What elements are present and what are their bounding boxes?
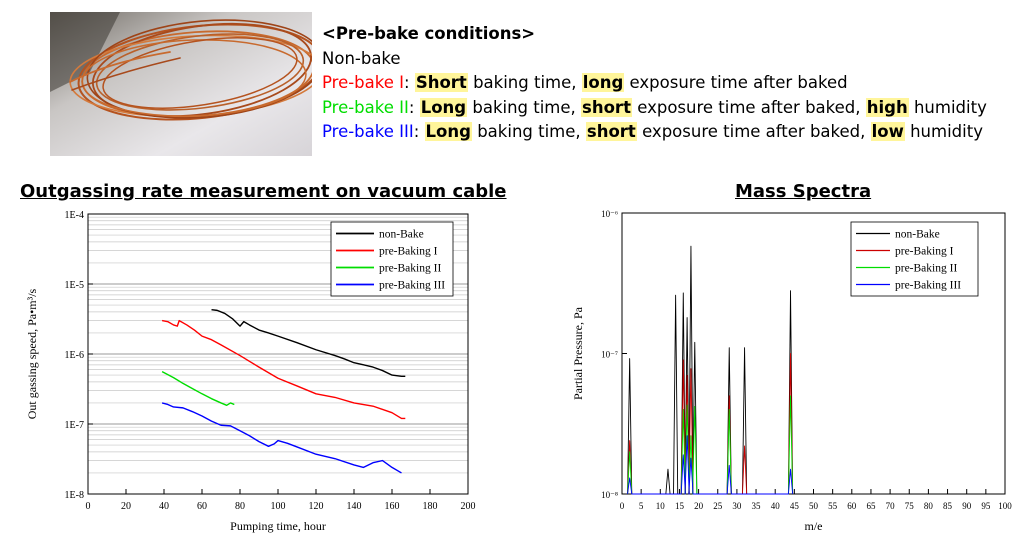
series-line-2 (627, 353, 794, 495)
x-tick-label: 65 (866, 501, 876, 511)
condition-name: Pre-bake I (322, 73, 405, 92)
mass-spectra-chart: 0 5 10 15 20 25 30 35 40 45 50 55 60 65 70 75 80 85 90 95 10… (571, 209, 1012, 533)
x-tick-label: 140 (347, 501, 362, 512)
x-tick-label: 180 (423, 501, 438, 512)
condition-highlight: high (865, 97, 909, 117)
condition-highlight: Long (424, 122, 472, 141)
outgassing-chart: 0 20 40 60 80 100 120 140 160 180 200 1E-8 1E-7 1E-6 1… (25, 210, 476, 533)
condition-text: exposure time after baked, (631, 97, 866, 117)
x-tick-label: 95 (981, 501, 991, 511)
condition-text: baking time, (467, 97, 582, 117)
x-tick-label: 120 (309, 501, 324, 512)
x-tick-label: 10 (656, 501, 666, 511)
prebake-conditions: <Pre-bake conditions> Non-bake Pre-bake … (322, 22, 1027, 145)
condition-highlight: short (581, 97, 632, 117)
x-tick-label: 60 (197, 501, 207, 512)
y-tick-label: 1E-7 (65, 420, 84, 431)
legend-label: non-Bake (895, 229, 940, 241)
series-line-1 (627, 245, 794, 495)
x-tick-label: 20 (121, 501, 131, 512)
condition-text: exposure time after baked, (636, 122, 871, 141)
x-tick-label: 200 (461, 501, 476, 512)
x-tick-label: 100 (998, 501, 1012, 511)
x-tick-label: 75 (905, 501, 915, 511)
outgassing-chart-title: Outgassing rate measurement on vacuum ca… (20, 181, 507, 202)
cable-photo (50, 12, 312, 156)
x-tick-label: 30 (732, 501, 742, 511)
condition-name: Pre-bake III (322, 122, 414, 141)
y-axis-label: Partial Pressure, Pa (571, 306, 585, 400)
series-line-3 (627, 395, 794, 495)
x-tick-label: 80 (235, 501, 245, 512)
condition-highlight: Short (414, 73, 468, 92)
conditions-heading: <Pre-bake conditions> (322, 24, 536, 43)
legend-label: pre-Baking III (895, 280, 961, 292)
condition-prebake-3: Pre-bake III: Long baking time, short ex… (322, 120, 1027, 145)
series-line-4 (161, 402, 402, 474)
condition-text: exposure time after baked (624, 73, 848, 92)
legend-label: pre-Baking I (379, 246, 438, 258)
legend-box (850, 221, 979, 297)
x-tick-label: 160 (385, 501, 400, 512)
condition-non-bake: Non-bake (322, 47, 1027, 72)
x-tick-label: 20 (694, 501, 704, 511)
x-tick-label: 60 (847, 501, 857, 511)
x-tick-label: 90 (962, 501, 972, 511)
x-tick-label: 0 (620, 501, 625, 511)
x-tick-label: 15 (675, 501, 685, 511)
y-tick-label: 10⁻⁸ (601, 490, 618, 500)
condition-text: : (413, 122, 425, 141)
legend-label: pre-Baking II (895, 263, 957, 275)
condition-text: : (408, 97, 420, 117)
x-tick-label: 25 (713, 501, 723, 511)
y-tick-label: 10⁻⁶ (601, 209, 618, 219)
y-tick-label: 1E-8 (65, 490, 84, 501)
x-tick-label: 85 (943, 501, 953, 511)
condition-name: Pre-bake II (322, 97, 409, 117)
x-tick-label: 80 (924, 501, 934, 511)
x-tick-label: 70 (886, 501, 896, 511)
series-line-4 (627, 435, 794, 495)
y-tick-label: 1E-4 (65, 210, 84, 221)
x-axis-label: Pumping time, hour (230, 519, 326, 533)
x-tick-label: 50 (809, 501, 819, 511)
mass-spectra-chart-title: Mass Spectra (735, 181, 872, 202)
x-tick-label: 0 (86, 501, 91, 512)
y-tick-label: 10⁻⁷ (601, 350, 618, 360)
condition-highlight: low (870, 122, 905, 141)
condition-text: : (404, 73, 415, 92)
condition-name: Non-bake (322, 48, 401, 68)
x-tick-label: 35 (752, 501, 762, 511)
condition-prebake-2: Pre-bake II: Long baking time, short exp… (322, 96, 1027, 121)
series-line-2 (161, 319, 406, 420)
y-axis-label: Out gassing speed, Pa•m³/s (25, 288, 39, 419)
series-line-3 (161, 371, 235, 406)
legend-label: pre-Baking II (379, 263, 441, 275)
y-tick-label: 1E-5 (65, 280, 84, 291)
series-line-1 (211, 308, 406, 378)
legend-label: pre-Baking III (379, 280, 445, 292)
condition-text: baking time, (467, 73, 582, 92)
x-axis-label: m/e (805, 519, 823, 533)
y-tick-label: 1E-6 (65, 350, 84, 361)
condition-text: humidity (904, 122, 983, 141)
condition-prebake-1: Pre-bake I: Short baking time, long expo… (322, 71, 1027, 96)
legend-label: non-Bake (379, 229, 424, 241)
condition-highlight: short (585, 122, 637, 141)
x-tick-label: 55 (828, 501, 838, 511)
legend-label: pre-Baking I (895, 246, 954, 258)
x-tick-label: 40 (159, 501, 169, 512)
condition-highlight: Long (419, 97, 468, 117)
x-tick-label: 5 (639, 501, 644, 511)
x-tick-label: 100 (271, 501, 286, 512)
x-tick-label: 45 (790, 501, 800, 511)
condition-text: baking time, (471, 122, 586, 141)
condition-highlight: long (581, 73, 625, 92)
x-tick-label: 40 (771, 501, 781, 511)
condition-text: humidity (908, 97, 987, 117)
